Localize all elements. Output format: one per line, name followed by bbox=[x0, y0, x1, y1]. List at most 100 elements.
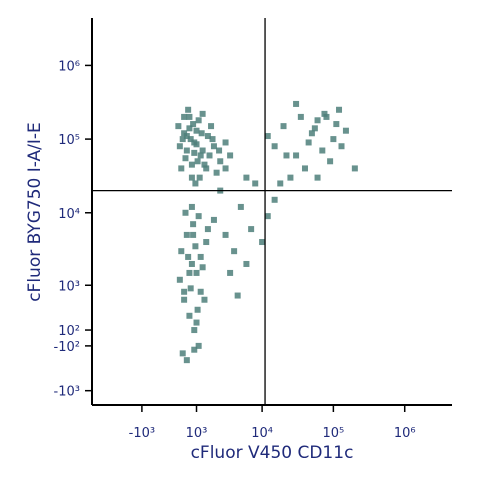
point bbox=[186, 125, 193, 132]
y-tick-label: -10² bbox=[54, 340, 80, 355]
point bbox=[178, 165, 185, 172]
point bbox=[271, 196, 278, 203]
point bbox=[188, 260, 195, 267]
point bbox=[187, 136, 194, 143]
point bbox=[305, 139, 312, 146]
point bbox=[222, 165, 229, 172]
point bbox=[190, 121, 197, 128]
point bbox=[314, 117, 321, 124]
point bbox=[188, 174, 195, 181]
point bbox=[192, 180, 199, 187]
point bbox=[323, 113, 330, 120]
point bbox=[210, 143, 217, 150]
point bbox=[204, 133, 211, 140]
y-tick-label: 10⁶ bbox=[58, 59, 80, 74]
y-tick-label: 10⁵ bbox=[58, 133, 80, 148]
point bbox=[191, 327, 198, 334]
point bbox=[201, 296, 208, 303]
points bbox=[175, 100, 358, 364]
point bbox=[259, 239, 266, 246]
point bbox=[193, 127, 200, 134]
point bbox=[293, 152, 300, 159]
point bbox=[243, 174, 250, 181]
point bbox=[182, 209, 189, 216]
point bbox=[338, 143, 345, 150]
point bbox=[182, 155, 189, 162]
point bbox=[234, 292, 241, 299]
point bbox=[231, 248, 238, 255]
x-tick-label: 10⁵ bbox=[322, 426, 344, 441]
y-tick-label: -10³ bbox=[54, 385, 80, 400]
point bbox=[183, 147, 190, 154]
y-axis-label: cFluor BYG750 I-A/I-E bbox=[25, 122, 45, 302]
point bbox=[193, 269, 200, 276]
point bbox=[330, 136, 337, 143]
point bbox=[185, 106, 192, 113]
point bbox=[179, 136, 186, 143]
point bbox=[264, 133, 271, 140]
point bbox=[191, 149, 198, 156]
point bbox=[195, 213, 202, 220]
point bbox=[333, 121, 340, 128]
point bbox=[319, 147, 326, 154]
point bbox=[195, 342, 202, 349]
point bbox=[196, 174, 203, 181]
y-tick-label: 10² bbox=[58, 324, 80, 339]
point bbox=[216, 147, 223, 154]
point bbox=[213, 169, 220, 176]
point bbox=[199, 264, 206, 271]
point bbox=[195, 117, 202, 124]
point bbox=[280, 123, 287, 130]
point bbox=[208, 123, 215, 130]
x-tick-label: 10⁶ bbox=[394, 426, 416, 441]
point bbox=[206, 152, 213, 159]
point bbox=[194, 158, 201, 165]
point bbox=[342, 127, 349, 134]
point bbox=[176, 276, 183, 283]
point bbox=[185, 253, 192, 260]
point bbox=[248, 226, 255, 233]
point bbox=[197, 152, 204, 159]
point bbox=[327, 158, 334, 165]
point bbox=[293, 100, 300, 107]
point bbox=[243, 260, 250, 267]
point bbox=[191, 346, 198, 353]
x-axis-label: cFluor V450 CD11c bbox=[191, 443, 354, 463]
point bbox=[198, 130, 205, 137]
point bbox=[190, 221, 197, 228]
point bbox=[210, 216, 217, 223]
point bbox=[192, 243, 199, 250]
point bbox=[209, 136, 216, 143]
point bbox=[237, 203, 244, 210]
point bbox=[193, 141, 200, 148]
point bbox=[188, 203, 195, 210]
x-tick-label: -10³ bbox=[129, 426, 155, 441]
point bbox=[308, 130, 315, 137]
point bbox=[287, 174, 294, 181]
point bbox=[252, 180, 259, 187]
point bbox=[176, 143, 183, 150]
point bbox=[187, 285, 194, 292]
point bbox=[311, 125, 318, 132]
point bbox=[217, 158, 224, 165]
point bbox=[197, 288, 204, 295]
point bbox=[199, 110, 206, 117]
point bbox=[186, 269, 193, 276]
point bbox=[227, 152, 234, 159]
point bbox=[314, 174, 321, 181]
point bbox=[351, 165, 358, 172]
point bbox=[203, 165, 210, 172]
point bbox=[283, 152, 290, 159]
point bbox=[194, 306, 201, 313]
y-tick-label: 10³ bbox=[58, 279, 80, 294]
point bbox=[222, 139, 229, 146]
point bbox=[227, 269, 234, 276]
point bbox=[179, 350, 186, 357]
y-tick-label: 10⁴ bbox=[58, 207, 80, 222]
point bbox=[264, 213, 271, 220]
point bbox=[277, 180, 284, 187]
point bbox=[297, 113, 304, 120]
point bbox=[336, 106, 343, 113]
